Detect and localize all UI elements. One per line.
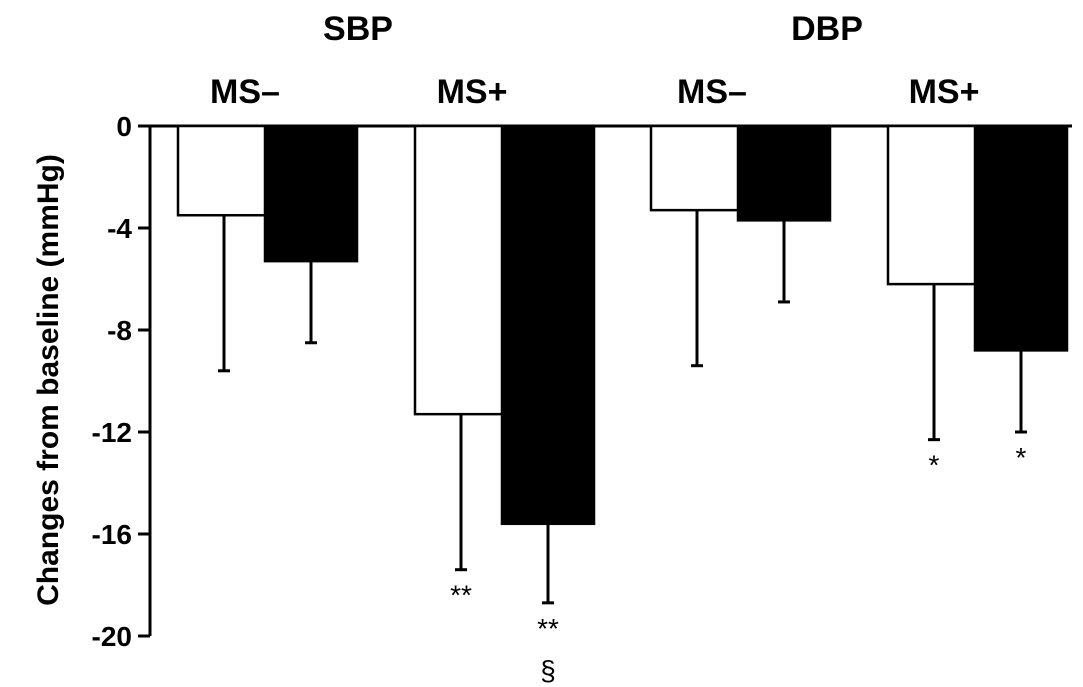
subgroup-label: MS– <box>677 73 747 111</box>
subgroup-label: MS+ <box>437 73 508 111</box>
bar <box>263 124 359 263</box>
y-tick-label: 0 <box>116 111 132 142</box>
y-tick-label: -20 <box>92 621 132 652</box>
subgroup-label: MS+ <box>909 73 980 111</box>
group-header-dbp: DBP <box>791 10 863 48</box>
bar <box>176 124 272 217</box>
y-tick-label: -16 <box>92 519 132 550</box>
significance-mark: ** <box>450 580 472 611</box>
bar <box>973 124 1069 352</box>
bar <box>500 124 596 526</box>
y-tick-label: -12 <box>92 417 132 448</box>
significance-mark: ** <box>537 613 559 644</box>
subgroup-label: MS– <box>210 73 280 111</box>
y-tick-label: -4 <box>107 213 132 244</box>
y-tick-label: -8 <box>107 315 132 346</box>
group-header-sbp: SBP <box>323 10 393 48</box>
bar <box>649 124 745 212</box>
bar <box>886 124 982 286</box>
significance-mark: * <box>929 450 940 481</box>
significance-mark: * <box>1016 442 1027 473</box>
y-axis-label: Changes from baseline (mmHg) <box>32 154 65 606</box>
section-sign-mark: § <box>540 655 556 686</box>
bar <box>736 124 832 222</box>
bar <box>413 124 509 416</box>
